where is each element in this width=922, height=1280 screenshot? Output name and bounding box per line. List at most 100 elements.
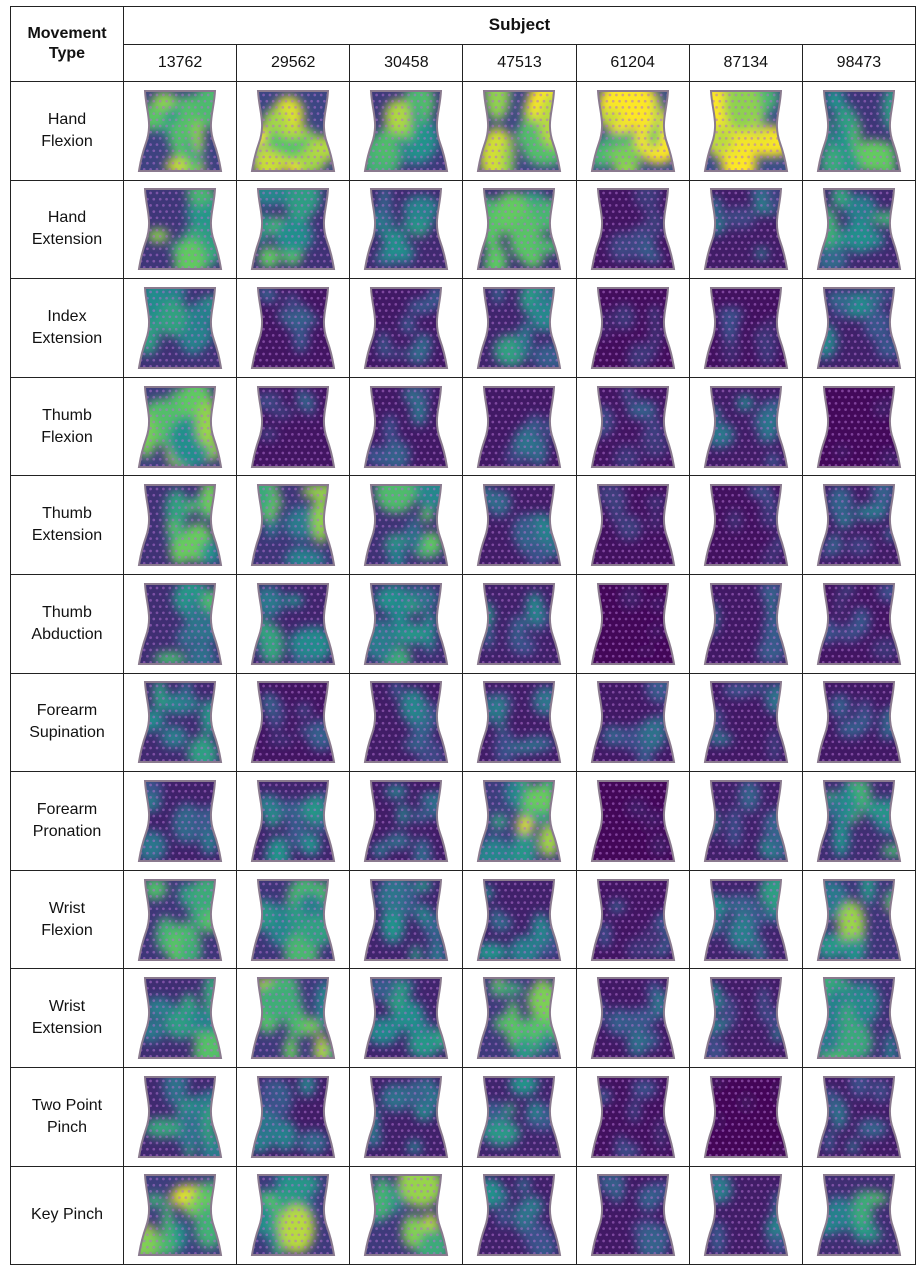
movement-row: Wrist Flexion bbox=[10, 869, 917, 970]
movement-label-line2: Pinch bbox=[46, 1118, 88, 1136]
emg-heatmap bbox=[816, 484, 902, 567]
emg-heatmap bbox=[590, 681, 675, 764]
movement-type-label: Thumb Extension bbox=[10, 475, 124, 575]
heatmap-cell bbox=[575, 672, 690, 773]
heatmap-cell bbox=[688, 179, 803, 280]
heatmap-cell bbox=[575, 771, 690, 871]
movement-label-line1: Thumb bbox=[42, 505, 92, 523]
heatmap-cell bbox=[122, 1066, 238, 1167]
heatmap-cell bbox=[122, 869, 238, 970]
heatmap-cell bbox=[349, 573, 464, 674]
emg-heatmap bbox=[703, 89, 788, 172]
emg-heatmap bbox=[477, 385, 562, 468]
heatmap-cell bbox=[575, 869, 690, 970]
heatmap-cell bbox=[801, 278, 917, 378]
emg-heatmap bbox=[477, 188, 562, 271]
movement-type-label: Key Pinch bbox=[10, 1165, 124, 1266]
emg-heatmap bbox=[364, 1075, 449, 1158]
heatmap-cell bbox=[801, 573, 917, 674]
heatmap-cell bbox=[122, 278, 238, 378]
movement-label-line2: Extension bbox=[31, 231, 103, 249]
heatmap-cell bbox=[236, 1165, 351, 1266]
movement-type-label: Two Point Pinch bbox=[10, 1066, 124, 1167]
emg-heatmap bbox=[364, 89, 449, 172]
emg-heatmap bbox=[590, 779, 675, 862]
heatmap-cell bbox=[236, 1066, 351, 1167]
emg-heatmap bbox=[137, 385, 223, 468]
movement-label-line1: Wrist bbox=[48, 899, 86, 917]
emg-heatmap bbox=[137, 582, 223, 665]
emg-heatmap bbox=[590, 385, 675, 468]
emg-heatmap bbox=[251, 878, 336, 961]
movement-label-line2: Flexion bbox=[41, 428, 93, 446]
emg-heatmap bbox=[703, 286, 788, 369]
emg-heatmap bbox=[816, 188, 902, 271]
movement-row: Hand Flexion bbox=[10, 81, 917, 181]
movement-type-label: Forearm Supination bbox=[10, 672, 124, 773]
movement-label-line2: Pronation bbox=[32, 822, 102, 840]
movement-label-line1: Thumb bbox=[42, 603, 92, 621]
movement-type-label: Index Extension bbox=[10, 278, 124, 378]
emg-heatmap bbox=[590, 977, 675, 1060]
heatmap-cell bbox=[688, 278, 803, 378]
movement-row: Forearm Supination bbox=[10, 672, 917, 773]
heatmap-cell bbox=[236, 376, 351, 477]
emg-heatmap bbox=[477, 977, 562, 1060]
emg-heatmap bbox=[251, 89, 336, 172]
emg-heatmap bbox=[364, 977, 449, 1060]
emg-heatmap bbox=[364, 878, 449, 961]
emg-heatmap bbox=[816, 286, 902, 369]
movement-label-line2: Extension bbox=[31, 1020, 103, 1038]
heatmap-cell bbox=[688, 573, 803, 674]
heatmap-cell bbox=[122, 475, 238, 575]
heatmap-cell bbox=[349, 672, 464, 773]
heatmap-cell bbox=[801, 771, 917, 871]
emg-heatmap bbox=[816, 681, 902, 764]
heatmap-cell bbox=[575, 81, 690, 181]
heatmap-cell bbox=[236, 869, 351, 970]
movement-type-header: Movement Type bbox=[10, 6, 124, 82]
heatmap-cell bbox=[801, 869, 917, 970]
emg-heatmap bbox=[477, 1075, 562, 1158]
heatmap-cell bbox=[349, 1165, 464, 1266]
heatmap-cell bbox=[349, 179, 464, 280]
movement-type-header-line1: Movement bbox=[27, 25, 107, 42]
heatmap-cell bbox=[349, 1066, 464, 1167]
heatmap-cell bbox=[122, 672, 238, 773]
emg-heatmap bbox=[590, 188, 675, 271]
heatmap-cell bbox=[801, 376, 917, 477]
heatmap-cell bbox=[575, 573, 690, 674]
emg-heatmap bbox=[477, 484, 562, 567]
heatmap-cell bbox=[462, 869, 577, 970]
emg-heatmap bbox=[251, 1174, 336, 1257]
subject-id-header: 13762 bbox=[122, 43, 238, 82]
movement-label-line2: Flexion bbox=[41, 921, 93, 939]
heatmap-cell bbox=[122, 376, 238, 477]
movement-label-line1: Forearm bbox=[36, 702, 98, 720]
emg-heatmap bbox=[590, 1075, 675, 1158]
movement-label-line1: Wrist bbox=[48, 998, 86, 1016]
emg-heatmap bbox=[703, 484, 788, 567]
emg-heatmap bbox=[137, 977, 223, 1060]
movement-row: Index Extension bbox=[10, 278, 917, 378]
movement-type-label: Wrist Flexion bbox=[10, 869, 124, 970]
emg-heatmap bbox=[251, 188, 336, 271]
heatmap-cell bbox=[688, 672, 803, 773]
movement-label-line1: Thumb bbox=[42, 406, 92, 424]
emg-heatmap bbox=[816, 1075, 902, 1158]
heatmap-cell bbox=[122, 179, 238, 280]
movement-type-header-line2: Type bbox=[48, 45, 86, 62]
heatmap-cell bbox=[349, 771, 464, 871]
emg-heatmap bbox=[816, 385, 902, 468]
subject-group-header: Subject bbox=[123, 6, 916, 45]
heatmap-cell bbox=[688, 81, 803, 181]
heatmap-cell bbox=[236, 475, 351, 575]
heatmap-cell bbox=[236, 81, 351, 181]
subject-id-row: 13762 29562 30458 47513 61204 87134 98473 bbox=[11, 43, 917, 82]
movement-label-line2: Supination bbox=[29, 724, 105, 742]
heatmap-cell bbox=[122, 573, 238, 674]
heatmap-cell bbox=[462, 1165, 577, 1266]
emg-heatmap bbox=[590, 878, 675, 961]
emg-heatmap bbox=[137, 188, 223, 271]
emg-heatmap bbox=[703, 1075, 788, 1158]
